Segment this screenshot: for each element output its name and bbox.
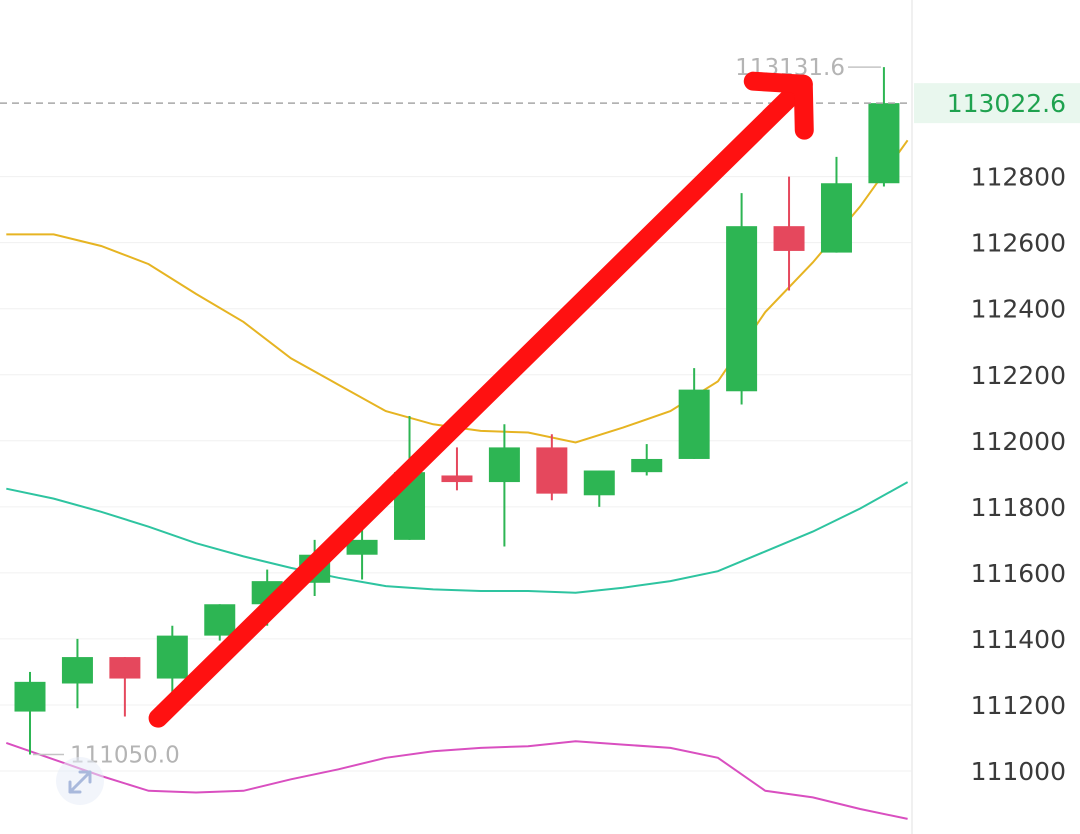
trend-arrow xyxy=(148,71,814,728)
candle-body xyxy=(488,447,520,483)
candle-body xyxy=(678,389,710,459)
candle xyxy=(441,447,473,491)
candle-body xyxy=(820,183,852,253)
arrow-shaft xyxy=(148,74,813,728)
last-price-tag: 113022.6 xyxy=(914,83,1080,124)
candle xyxy=(109,657,141,717)
candle xyxy=(488,424,520,547)
y-tick-label: 112000 xyxy=(971,427,1066,456)
expand-icon[interactable] xyxy=(56,757,104,805)
candles xyxy=(14,67,900,755)
candle xyxy=(536,434,568,501)
candle-body xyxy=(109,657,141,679)
y-tick-label: 112800 xyxy=(971,163,1066,192)
candle-body xyxy=(156,635,188,679)
candle xyxy=(204,604,236,641)
candle xyxy=(14,671,46,755)
arrow-head xyxy=(743,71,814,140)
candle-body xyxy=(583,470,615,496)
y-tick-label: 111600 xyxy=(971,559,1066,588)
candle xyxy=(583,470,615,507)
candle xyxy=(631,444,663,476)
candle xyxy=(346,526,378,580)
candle-body xyxy=(441,475,473,483)
y-tick-label: 112600 xyxy=(971,229,1066,258)
candle-body xyxy=(631,458,663,473)
candle xyxy=(61,638,93,709)
y-tick-label: 111400 xyxy=(971,625,1066,654)
candle-body xyxy=(868,103,900,184)
y-axis-ticks: 111000 111200 111400 111600 111800 112000 1122… xyxy=(971,163,1066,786)
y-tick-label: 111000 xyxy=(971,757,1066,786)
candle xyxy=(868,67,900,187)
y-tick-label: 111200 xyxy=(971,691,1066,720)
candle xyxy=(156,625,188,710)
candle xyxy=(773,176,805,291)
y-tick-label: 112400 xyxy=(971,295,1066,324)
candle xyxy=(820,156,852,253)
candle-body xyxy=(61,657,93,684)
low-marker: 111050.0 xyxy=(33,742,180,768)
candle-body xyxy=(773,226,805,251)
y-tick-label: 112200 xyxy=(971,361,1066,390)
candle-body xyxy=(204,604,236,636)
last-price-tag-bg xyxy=(914,83,1080,124)
band-line-middle xyxy=(6,481,909,594)
candle xyxy=(678,368,710,459)
candle xyxy=(726,193,758,405)
candle-body xyxy=(536,447,568,494)
band-line-upper xyxy=(6,139,909,444)
candle-body xyxy=(14,681,46,712)
last-price-label: 113022.6 xyxy=(947,89,1066,118)
y-tick-label: 111800 xyxy=(971,493,1066,522)
gridlines xyxy=(0,176,912,772)
band-line-lower xyxy=(5,740,908,820)
candle-body xyxy=(726,226,758,392)
candle-body xyxy=(346,539,378,555)
